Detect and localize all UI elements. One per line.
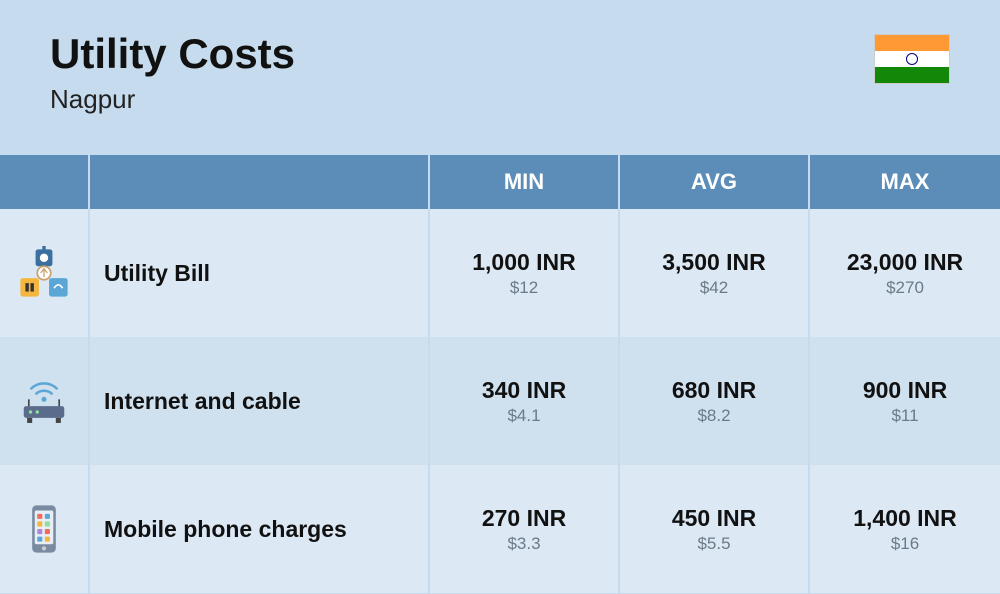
avg-secondary: $5.5 bbox=[697, 534, 730, 554]
cell-max: 1,400 INR $16 bbox=[810, 465, 1000, 593]
max-primary: 1,400 INR bbox=[853, 505, 957, 532]
flag-white-stripe bbox=[875, 51, 949, 67]
max-secondary: $270 bbox=[886, 278, 924, 298]
th-icon bbox=[0, 155, 90, 209]
title-block: Utility Costs Nagpur bbox=[50, 30, 295, 115]
cell-max: 23,000 INR $270 bbox=[810, 209, 1000, 337]
min-secondary: $4.1 bbox=[507, 406, 540, 426]
max-secondary: $16 bbox=[891, 534, 919, 554]
max-primary: 23,000 INR bbox=[847, 249, 963, 276]
flag-chakra-icon bbox=[906, 53, 918, 65]
cell-avg: 450 INR $5.5 bbox=[620, 465, 810, 593]
th-max: MAX bbox=[810, 155, 1000, 209]
cell-avg: 680 INR $8.2 bbox=[620, 337, 810, 465]
phone-icon bbox=[0, 465, 90, 593]
row-label-cell: Internet and cable bbox=[90, 337, 430, 465]
min-primary: 1,000 INR bbox=[472, 249, 576, 276]
flag-saffron-stripe bbox=[875, 35, 949, 51]
row-label: Mobile phone charges bbox=[104, 516, 347, 543]
cell-avg: 3,500 INR $42 bbox=[620, 209, 810, 337]
india-flag-icon bbox=[874, 34, 950, 84]
avg-primary: 450 INR bbox=[672, 505, 756, 532]
row-label-cell: Utility Bill bbox=[90, 209, 430, 337]
th-label bbox=[90, 155, 430, 209]
avg-primary: 3,500 INR bbox=[662, 249, 766, 276]
avg-secondary: $8.2 bbox=[697, 406, 730, 426]
min-primary: 270 INR bbox=[482, 505, 566, 532]
max-secondary: $11 bbox=[891, 406, 918, 426]
cell-min: 270 INR $3.3 bbox=[430, 465, 620, 593]
utility-icon bbox=[0, 209, 90, 337]
table-header: MIN AVG MAX bbox=[0, 155, 1000, 209]
table-row: Mobile phone charges 270 INR $3.3 450 IN… bbox=[0, 465, 1000, 593]
th-avg: AVG bbox=[620, 155, 810, 209]
max-primary: 900 INR bbox=[863, 377, 947, 404]
cell-min: 1,000 INR $12 bbox=[430, 209, 620, 337]
avg-primary: 680 INR bbox=[672, 377, 756, 404]
row-label: Internet and cable bbox=[104, 388, 301, 415]
avg-secondary: $42 bbox=[700, 278, 728, 298]
min-secondary: $3.3 bbox=[507, 534, 540, 554]
cost-table: MIN AVG MAX Utility Bill 1,000 INR bbox=[0, 155, 1000, 593]
page-subtitle: Nagpur bbox=[50, 84, 295, 115]
cell-max: 900 INR $11 bbox=[810, 337, 1000, 465]
th-min: MIN bbox=[430, 155, 620, 209]
row-label: Utility Bill bbox=[104, 260, 210, 287]
row-label-cell: Mobile phone charges bbox=[90, 465, 430, 593]
page-title: Utility Costs bbox=[50, 30, 295, 78]
router-icon bbox=[0, 337, 90, 465]
min-secondary: $12 bbox=[510, 278, 538, 298]
table-row: Internet and cable 340 INR $4.1 680 INR … bbox=[0, 337, 1000, 465]
cell-min: 340 INR $4.1 bbox=[430, 337, 620, 465]
min-primary: 340 INR bbox=[482, 377, 566, 404]
flag-green-stripe bbox=[875, 67, 949, 83]
header: Utility Costs Nagpur bbox=[0, 0, 1000, 155]
table-row: Utility Bill 1,000 INR $12 3,500 INR $42… bbox=[0, 209, 1000, 337]
